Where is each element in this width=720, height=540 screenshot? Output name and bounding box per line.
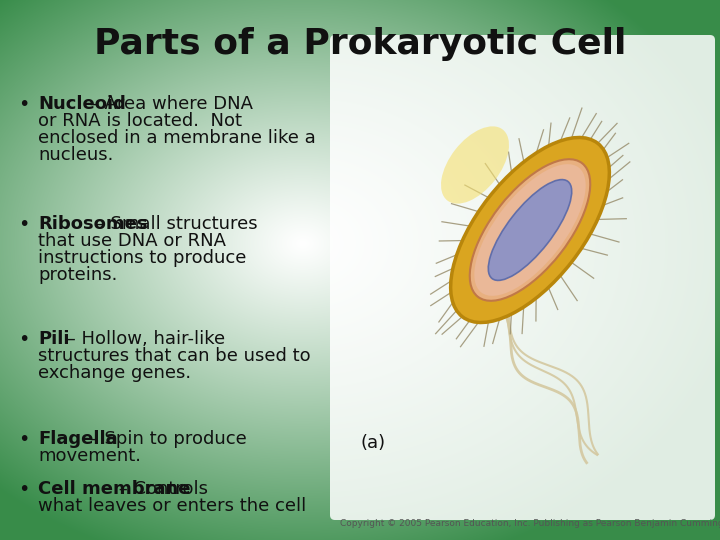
Text: movement.: movement. bbox=[38, 447, 141, 465]
Text: that use DNA or RNA: that use DNA or RNA bbox=[38, 232, 226, 250]
Text: exchange genes.: exchange genes. bbox=[38, 364, 191, 382]
Text: enclosed in a membrane like a: enclosed in a membrane like a bbox=[38, 129, 316, 147]
Ellipse shape bbox=[474, 164, 585, 296]
Text: Cell membrane: Cell membrane bbox=[38, 480, 191, 498]
Text: Flagella: Flagella bbox=[38, 430, 117, 448]
Ellipse shape bbox=[451, 138, 609, 322]
Text: (a): (a) bbox=[360, 434, 385, 452]
Text: •: • bbox=[18, 95, 30, 114]
Text: •: • bbox=[18, 330, 30, 349]
Text: – Area where DNA: – Area where DNA bbox=[84, 95, 253, 113]
Ellipse shape bbox=[488, 180, 572, 280]
Ellipse shape bbox=[469, 159, 590, 301]
Text: what leaves or enters the cell: what leaves or enters the cell bbox=[38, 497, 306, 515]
Text: – Hollow, hair-like: – Hollow, hair-like bbox=[61, 330, 225, 348]
FancyBboxPatch shape bbox=[330, 35, 715, 520]
Text: nucleus.: nucleus. bbox=[38, 146, 113, 164]
Text: •: • bbox=[18, 480, 30, 499]
Text: – Controls: – Controls bbox=[114, 480, 209, 498]
Text: or RNA is located.  Not: or RNA is located. Not bbox=[38, 112, 242, 130]
Text: structures that can be used to: structures that can be used to bbox=[38, 347, 310, 365]
Text: Copyright © 2005 Pearson Education, Inc. Publishing as Pearson Benjamin Cummings: Copyright © 2005 Pearson Education, Inc.… bbox=[340, 519, 720, 528]
Text: Pili: Pili bbox=[38, 330, 70, 348]
Text: proteins.: proteins. bbox=[38, 266, 117, 284]
Text: Parts of a Prokaryotic Cell: Parts of a Prokaryotic Cell bbox=[94, 27, 626, 61]
Text: Nucleoid: Nucleoid bbox=[38, 95, 126, 113]
Text: •: • bbox=[18, 215, 30, 234]
Ellipse shape bbox=[441, 126, 509, 204]
Text: – Spin to produce: – Spin to produce bbox=[84, 430, 247, 448]
Text: – Small structures: – Small structures bbox=[90, 215, 258, 233]
Text: •: • bbox=[18, 430, 30, 449]
Text: Ribosomes: Ribosomes bbox=[38, 215, 148, 233]
Text: instructions to produce: instructions to produce bbox=[38, 249, 246, 267]
